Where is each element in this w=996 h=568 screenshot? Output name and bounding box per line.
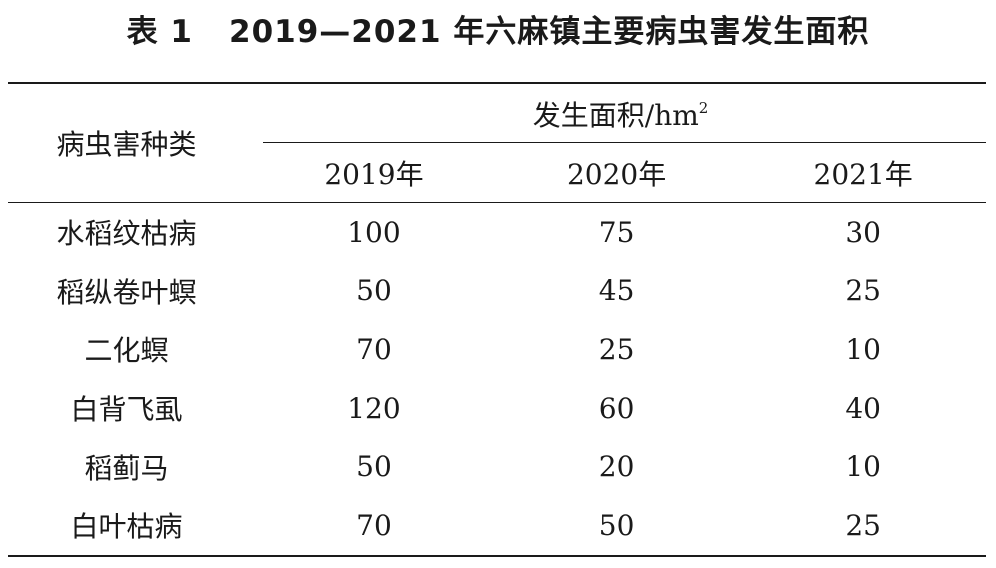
area-cell: 30 [845, 215, 881, 249]
group-header-text: 发生面积/hm [532, 98, 699, 132]
table-row: 白背飞虱 120 60 40 [8, 379, 986, 438]
area-cell: 120 [347, 391, 401, 425]
table-row: 稻纵卷叶螟 50 45 25 [8, 262, 986, 321]
row-header: 病虫害种类 [8, 82, 256, 203]
area-cell: 25 [598, 332, 635, 366]
area-cell: 50 [356, 450, 392, 484]
year-header: 2020年 [492, 143, 741, 203]
pest-name: 水稻纹枯病 [56, 217, 197, 251]
area-cell: 45 [598, 274, 635, 308]
area-cell: 25 [845, 274, 881, 308]
pest-name: 白叶枯病 [8, 495, 256, 557]
area-cell: 50 [492, 495, 741, 557]
table-label: 表 1 [126, 14, 193, 50]
table-title: 2019—2021 年六麻镇主要病虫害发生面积 [229, 14, 870, 50]
table-row: 白叶枯病 70 50 25 [8, 495, 986, 557]
pest-name: 白背飞虱 [70, 393, 183, 427]
group-header-superscript: 2 [698, 98, 709, 117]
group-header: 发生面积/hm2 [255, 82, 986, 143]
area-cell: 70 [356, 332, 392, 366]
area-cell: 70 [255, 495, 493, 557]
area-cell: 25 [740, 495, 986, 557]
area-cell: 10 [845, 450, 881, 484]
table-caption: 表 1 2019—2021 年六麻镇主要病虫害发生面积 [0, 10, 996, 54]
pest-area-table: 病虫害种类 发生面积/hm2 2019年 2020年 2021年 水稻纹枯病 1… [8, 82, 986, 557]
area-cell: 50 [356, 274, 392, 308]
area-cell: 75 [598, 215, 635, 249]
area-cell: 10 [845, 332, 881, 366]
area-cell: 60 [598, 391, 635, 425]
area-cell: 20 [598, 450, 635, 484]
pest-name: 稻蓟马 [84, 451, 169, 485]
year-header: 2019年 [255, 143, 493, 203]
area-cell: 40 [845, 391, 881, 425]
pest-name: 二化螟 [84, 334, 169, 368]
area-cell: 100 [347, 215, 401, 249]
year-header: 2021年 [740, 143, 986, 203]
pest-name: 稻纵卷叶螟 [56, 275, 197, 309]
table-row: 二化螟 70 25 10 [8, 320, 986, 379]
group-header-rule [263, 142, 986, 143]
table-row: 水稻纹枯病 100 75 30 [8, 203, 986, 262]
table-row: 稻蓟马 50 20 10 [8, 437, 986, 496]
